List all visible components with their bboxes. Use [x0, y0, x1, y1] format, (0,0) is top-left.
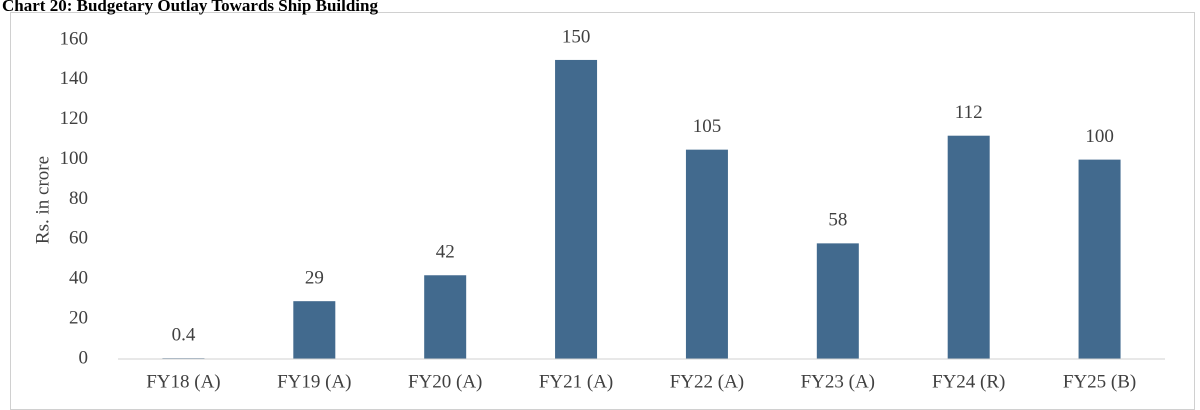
bar [1078, 159, 1121, 359]
y-axis-label: Rs. in crore [32, 156, 53, 244]
x-tick-label: FY22 (A) [670, 371, 744, 392]
bar [947, 135, 990, 359]
chart-border [10, 12, 1195, 410]
bar [816, 243, 859, 359]
data-label: 42 [436, 242, 455, 263]
y-tick-label: 40 [69, 268, 88, 289]
data-label: 0.4 [172, 325, 196, 346]
data-label: 112 [955, 102, 983, 123]
data-label: 100 [1085, 126, 1114, 147]
x-tick-label: FY21 (A) [539, 371, 613, 392]
data-label: 58 [828, 210, 847, 231]
y-tick-label: 140 [60, 68, 89, 89]
chart-title: Chart 20: Budgetary Outlay Towards Ship … [2, 0, 378, 15]
x-tick-label: FY20 (A) [408, 371, 482, 392]
x-tick-label: FY25 (B) [1063, 371, 1136, 392]
bar [555, 59, 598, 359]
y-tick-label: 80 [69, 188, 88, 209]
y-tick-label: 100 [60, 148, 89, 169]
bar [685, 149, 728, 359]
y-tick-label: 160 [60, 28, 89, 49]
data-label: 29 [305, 268, 324, 289]
x-tick-label: FY24 (R) [932, 371, 1005, 392]
bar [293, 301, 336, 359]
x-tick-label: FY23 (A) [801, 371, 875, 392]
y-tick-label: 20 [69, 307, 88, 328]
bar [424, 275, 467, 359]
data-label: 150 [562, 26, 591, 47]
y-tick-label: 120 [60, 108, 89, 129]
data-label: 105 [693, 116, 722, 137]
x-tick-label: FY18 (A) [146, 371, 220, 392]
y-tick-label: 0 [79, 347, 89, 368]
x-tick-label: FY19 (A) [277, 371, 351, 392]
y-tick-label: 60 [69, 228, 88, 249]
